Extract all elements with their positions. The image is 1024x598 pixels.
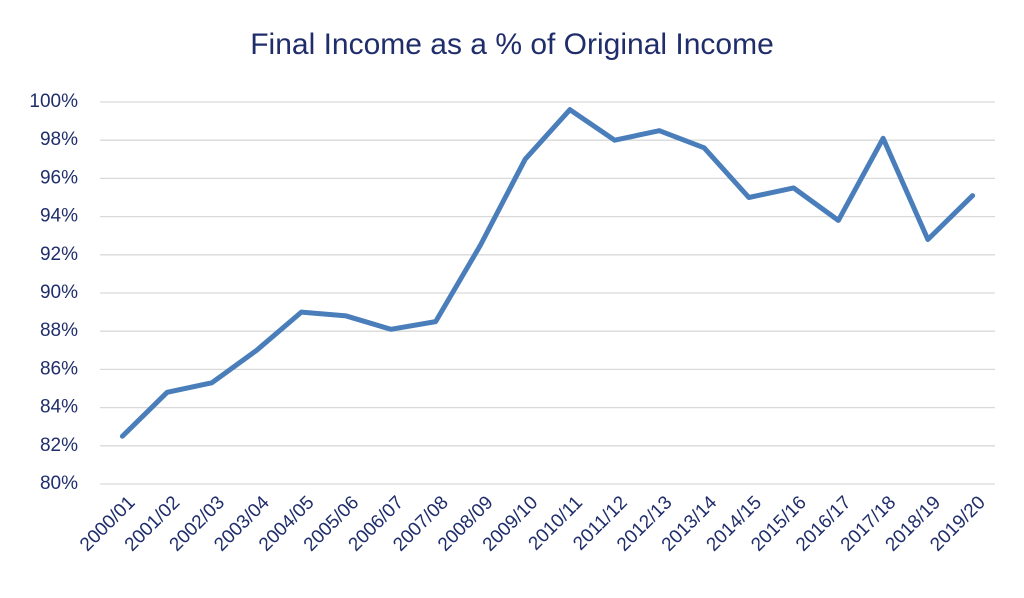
data-line — [119, 107, 976, 439]
y-tick-label: 98% — [40, 129, 78, 150]
y-tick-label: 100% — [29, 91, 78, 112]
y-tick-label: 84% — [40, 397, 78, 418]
y-tick-label: 82% — [40, 435, 78, 456]
chart-title: Final Income as a % of Original Income — [250, 28, 774, 61]
y-tick-label: 80% — [40, 473, 78, 494]
y-tick-label: 96% — [40, 167, 78, 188]
y-tick-label: 92% — [40, 244, 78, 265]
y-tick-label: 94% — [40, 206, 78, 227]
y-tick-label: 90% — [40, 282, 78, 303]
y-tick-label: 88% — [40, 320, 78, 341]
y-tick-label: 86% — [40, 358, 78, 379]
